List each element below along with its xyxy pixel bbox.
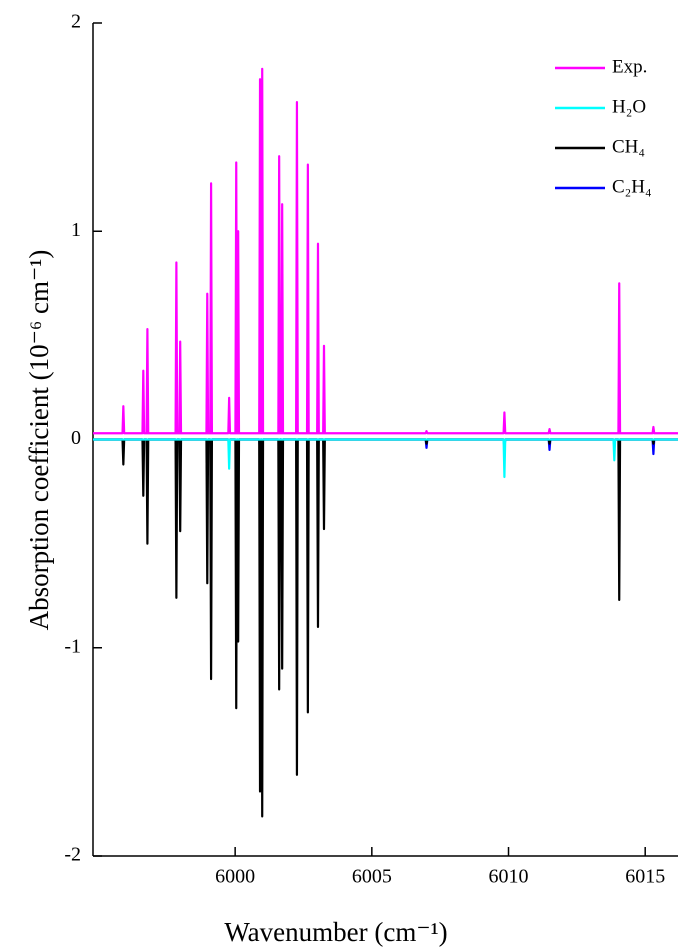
- y-tick-label: 1: [71, 219, 81, 241]
- y-tick-label: -1: [64, 635, 81, 657]
- spectrum-line: [93, 438, 678, 479]
- y-tick-label: 2: [71, 11, 81, 33]
- legend-label: C₂H₄: [612, 176, 652, 197]
- x-tick-label: 6005: [352, 866, 392, 888]
- spectrum-line: [93, 67, 678, 435]
- x-axis-label: Wavenumber (cm⁻¹): [224, 917, 447, 947]
- y-axis-label: Absorption coefficient (10⁻⁶ cm⁻¹): [24, 250, 54, 631]
- x-tick-label: 6015: [625, 866, 665, 888]
- x-tick-label: 6000: [215, 866, 255, 888]
- x-tick-label: 6010: [489, 866, 529, 888]
- legend-label: Exp.: [612, 56, 647, 77]
- spectrum-line: [93, 438, 678, 818]
- y-tick-label: 0: [71, 427, 81, 449]
- y-tick-label: -2: [64, 844, 81, 866]
- legend-label: H₂O: [612, 96, 646, 117]
- legend-label: CH₄: [612, 136, 645, 157]
